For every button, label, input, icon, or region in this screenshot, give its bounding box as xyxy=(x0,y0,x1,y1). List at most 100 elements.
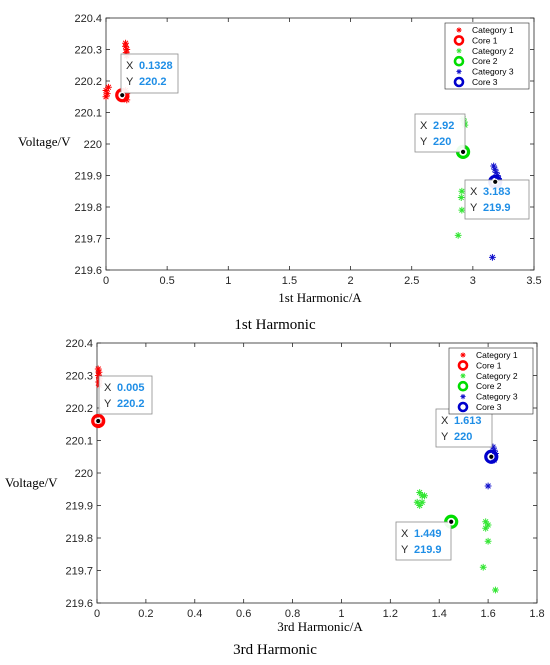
y-tick-label: 219.6 xyxy=(74,265,102,277)
x-tick-label: 3.5 xyxy=(526,275,541,287)
x-tick-label: 1 xyxy=(338,608,344,620)
x-tick-label: 0.4 xyxy=(187,608,202,620)
legend-entry: Core 3 xyxy=(476,402,502,412)
datatip-x-label: X xyxy=(104,382,112,394)
legend-entry: Category 2 xyxy=(476,371,518,381)
y-tick-label: 220.3 xyxy=(65,371,93,383)
data-point-star xyxy=(102,87,110,94)
datatip-x-value: 1.613 xyxy=(454,415,482,427)
datatip-x-label: X xyxy=(126,60,134,72)
data-point-star xyxy=(418,498,426,506)
data-point-star xyxy=(489,254,496,261)
chart-caption: 1st Harmonic xyxy=(234,317,316,333)
datatip-anchor xyxy=(492,178,499,185)
chart-3rd-harmonic: 0 0.2 0.4 0.6 0.8 1 1.2 1.4 1.6 1.8 219.6 219.7 219.… xyxy=(5,338,545,658)
datatip-box xyxy=(414,113,466,153)
datatip-x-label: X xyxy=(420,120,428,132)
legend-star-icon xyxy=(456,48,462,54)
data-point-star xyxy=(489,443,497,451)
y-tick-label: 219.8 xyxy=(74,202,102,214)
datatip[interactable]: X 1.613 Y 220 xyxy=(435,408,495,460)
legend-entry: Category 1 xyxy=(472,25,514,35)
core-point xyxy=(91,413,106,429)
y-tick-label: 220 xyxy=(75,468,93,480)
data-point-star xyxy=(105,83,112,91)
data-point-star xyxy=(484,482,492,490)
datatip[interactable]: X 2.92 Y 220 xyxy=(414,113,467,155)
datatip-box xyxy=(395,521,452,561)
datatip-y-value: 220.2 xyxy=(139,76,167,88)
x-tick-label: 1.4 xyxy=(432,608,447,620)
core-point xyxy=(484,449,499,464)
data-point-star xyxy=(123,46,131,53)
datatip-y-label: Y xyxy=(420,136,428,148)
tick-group: 0 0.5 1 1.5 2 2.5 3 3.5 219.6 219.7 219.8 219.9 220 2… xyxy=(74,13,541,287)
x-tick-label: 2 xyxy=(348,275,354,287)
data-point-star xyxy=(454,231,462,239)
data-point-star xyxy=(490,446,498,454)
datatip[interactable]: X 0.1328 Y 220.2 xyxy=(119,53,179,99)
data-point-star xyxy=(482,524,490,532)
y-tick-label: 219.9 xyxy=(74,171,102,183)
data-point-star xyxy=(122,39,129,47)
legend-entry: Core 2 xyxy=(472,56,498,66)
legend-circle-icon xyxy=(453,76,465,88)
x-tick-label: 0.8 xyxy=(285,608,300,620)
y-tick-label: 220.1 xyxy=(65,436,93,448)
datatip-x-label: X xyxy=(401,528,409,540)
y-tick-label: 220 xyxy=(84,139,102,151)
x-tick-label: 0.5 xyxy=(159,275,174,287)
data-point-star xyxy=(490,162,498,170)
x-axis-label: 3rd Harmonic/A xyxy=(277,619,363,634)
legend-entry: Category 2 xyxy=(472,46,514,56)
legend-entry: Category 3 xyxy=(476,392,518,402)
datatip-anchor xyxy=(459,148,467,155)
legend-star-icon xyxy=(456,69,462,75)
y-tick-label: 219.8 xyxy=(65,533,93,545)
datatip-anchor xyxy=(119,92,126,99)
legend-entry: Core 3 xyxy=(472,77,498,87)
y-tick-label: 220.2 xyxy=(74,76,102,88)
chart-1st-harmonic: 0 0.5 1 1.5 2 2.5 3 3.5 219.6 219.7 219.8 219.9 220 2… xyxy=(18,13,542,333)
data-point-star xyxy=(492,586,499,594)
datatip-x-value: 0.1328 xyxy=(139,60,173,72)
x-tick-label: 1.8 xyxy=(529,608,544,620)
data-point-star xyxy=(95,420,103,428)
datatip-anchor xyxy=(95,417,102,425)
data-point-star xyxy=(95,372,102,379)
datatip-x-label: X xyxy=(441,415,449,427)
datatip-x-value: 2.92 xyxy=(433,120,454,132)
y-tick-label: 220.4 xyxy=(65,338,93,350)
x-tick-label: 0.6 xyxy=(236,608,251,620)
datatip-box xyxy=(120,53,179,94)
y-tick-label: 219.9 xyxy=(65,501,93,513)
datatip[interactable]: X 3.183 Y 219.9 xyxy=(464,178,530,220)
datatip-box xyxy=(98,375,153,415)
datatip-x-value: 1.449 xyxy=(414,528,442,540)
tick-group: 0 0.2 0.4 0.6 0.8 1 1.2 1.4 1.6 1.8 219.6 219.7 219.… xyxy=(65,338,544,620)
data-point-star xyxy=(122,49,130,57)
legend-circle-icon xyxy=(453,35,465,46)
x-tick-label: 3 xyxy=(470,275,476,287)
datatip-y-label: Y xyxy=(441,431,449,443)
datatip-y-value: 219.9 xyxy=(483,202,511,214)
data-point-star xyxy=(484,521,492,529)
datatip-anchor xyxy=(448,518,455,525)
data-point-star xyxy=(94,365,102,373)
data-point-star xyxy=(491,165,499,173)
datatip-group: X 0.1328 Y 220.2 X 2.92 Y 220 X 3.183 Y 219.9 xyxy=(119,53,530,220)
y-tick-label: 220.3 xyxy=(74,45,102,57)
datatip-x-value: 3.183 xyxy=(483,186,511,198)
y-tick-label: 219.7 xyxy=(65,566,93,578)
legend-star-icon xyxy=(456,27,462,33)
datatip[interactable]: X 1.449 Y 219.9 xyxy=(395,518,455,561)
data-point-star xyxy=(413,498,421,506)
y-tick-label: 220.4 xyxy=(74,13,102,25)
datatip[interactable]: X 0.005 Y 220.2 xyxy=(95,375,153,425)
data-point-star xyxy=(457,194,465,201)
y-tick-label: 219.6 xyxy=(65,598,93,610)
data-point-star xyxy=(416,502,424,509)
y-axis-label: Voltage/V xyxy=(18,134,71,149)
x-tick-label: 1.2 xyxy=(383,608,398,620)
